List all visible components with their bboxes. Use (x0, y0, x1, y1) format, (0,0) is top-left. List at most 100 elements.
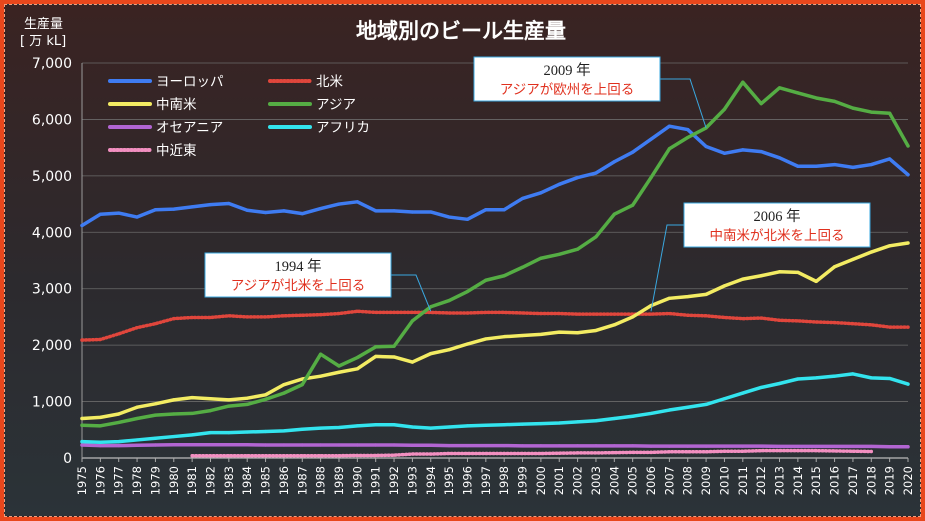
data-point (484, 208, 488, 212)
data-point (557, 451, 561, 455)
data-point (631, 203, 635, 207)
data-point (888, 376, 892, 381)
series-line (190, 448, 874, 458)
y-tick-label: 3,000 (32, 282, 72, 298)
series-line (80, 372, 910, 444)
data-point (612, 451, 616, 455)
data-point (263, 397, 268, 401)
data-point (594, 312, 598, 316)
data-point (722, 397, 727, 401)
data-point (447, 443, 451, 448)
x-tick-label: 2009 (699, 466, 713, 495)
data-point (80, 416, 84, 421)
callout-leader (391, 274, 432, 312)
data-point (465, 342, 470, 346)
y-axis-label: 生産量 (24, 16, 63, 32)
data-point (282, 391, 286, 395)
data-point (392, 443, 396, 447)
data-point (888, 445, 892, 449)
data-point (135, 443, 139, 447)
data-point (484, 423, 488, 427)
data-point (686, 444, 690, 448)
data-point (888, 325, 892, 329)
data-point (282, 209, 286, 213)
data-point (337, 454, 341, 458)
data-point (355, 443, 359, 447)
data-point (704, 444, 708, 448)
data-point (190, 443, 194, 447)
data-point (135, 405, 139, 409)
data-point (520, 311, 525, 315)
data-point (612, 160, 616, 164)
data-point (153, 436, 158, 440)
callout-box (473, 56, 661, 102)
data-point (667, 296, 671, 300)
data-point (227, 454, 231, 458)
data-point (410, 210, 414, 214)
data-point (263, 429, 268, 434)
data-point (429, 443, 433, 447)
data-point (631, 450, 635, 454)
data-point (576, 444, 580, 448)
x-tick-label: 2010 (717, 466, 731, 495)
x-tick-label: 1981 (185, 466, 199, 495)
data-point (300, 212, 304, 216)
data-point (208, 431, 213, 435)
data-point (557, 330, 561, 334)
data-point (374, 209, 378, 213)
callout-note: アジアが欧州を上回る (500, 82, 634, 98)
data-point (557, 421, 561, 425)
data-point (135, 438, 139, 442)
legend-label: オセアニア (156, 120, 223, 136)
data-point (869, 449, 873, 454)
data-point (777, 381, 782, 386)
data-point (576, 331, 580, 335)
callout-year: 1994 年 (274, 258, 321, 275)
data-point (263, 443, 268, 447)
y-tick-label: 7,000 (32, 56, 72, 72)
data-point (869, 162, 873, 167)
data-point (429, 426, 433, 430)
data-point (208, 315, 213, 320)
data-point (594, 171, 598, 175)
data-point (465, 424, 470, 428)
data-point (374, 345, 378, 349)
data-point (374, 423, 378, 427)
data-point (906, 325, 910, 329)
data-point (245, 402, 249, 406)
x-tick-label: 2000 (534, 466, 548, 495)
data-point (355, 453, 359, 458)
callout-note: 中南米が北米を上回る (710, 228, 845, 244)
data-point (594, 235, 598, 239)
data-point (759, 444, 763, 448)
data-point (722, 444, 727, 448)
legend-label: 北米 (316, 74, 343, 90)
data-point (814, 376, 818, 380)
data-point (649, 137, 653, 141)
x-tick-label: 1993 (405, 466, 419, 495)
data-point (245, 315, 249, 319)
legend-label: ヨーロッパ (156, 74, 224, 90)
data-point (502, 274, 506, 278)
data-point (594, 328, 598, 333)
data-point (410, 425, 414, 429)
data-point (392, 310, 396, 315)
data-point (539, 191, 543, 195)
data-point (410, 310, 414, 315)
data-point (814, 164, 818, 168)
x-tick-label: 1991 (369, 466, 383, 495)
data-point (190, 396, 194, 400)
data-point (245, 430, 249, 434)
data-point (502, 335, 506, 339)
data-point (465, 451, 470, 456)
x-tick-label: 1997 (479, 466, 493, 495)
callout-box (204, 252, 392, 298)
data-point (374, 453, 378, 458)
data-point (832, 374, 837, 378)
data-point (814, 444, 818, 449)
data-point (465, 217, 470, 221)
y-tick-label: 6,000 (32, 112, 72, 128)
data-point (245, 443, 249, 447)
data-point (429, 310, 433, 315)
